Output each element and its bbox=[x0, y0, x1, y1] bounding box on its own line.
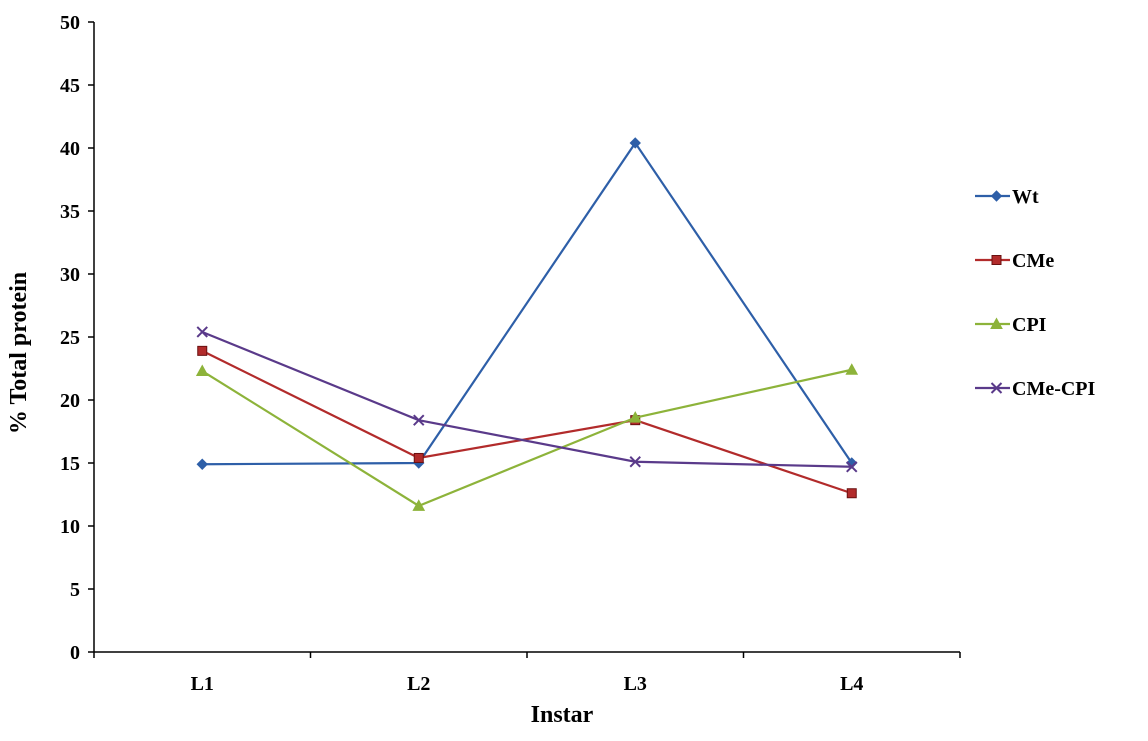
data-point-wt bbox=[629, 137, 641, 149]
y-tick-label: 10 bbox=[60, 516, 80, 538]
legend-item-cme-cpi: CMe-CPI bbox=[975, 378, 1096, 400]
data-point-cpi bbox=[845, 363, 859, 375]
legend: Wt CMe CPI CMe-CPI bbox=[975, 186, 1096, 400]
legend-marker bbox=[990, 190, 1003, 202]
series-line-cme bbox=[201, 349, 853, 495]
legend-label: CMe bbox=[1012, 250, 1054, 272]
legend-marker bbox=[990, 382, 1003, 394]
data-point-wt bbox=[196, 458, 208, 470]
y-tick-label: 35 bbox=[60, 201, 80, 223]
y-tick-label: 50 bbox=[60, 12, 80, 34]
data-point-cme bbox=[846, 488, 857, 499]
ticks-layer: 0 5 10 15 20 25 30 35 40 45 50 L1 L2 L3 L4 bbox=[60, 12, 961, 695]
y-tick-label: 15 bbox=[60, 453, 80, 475]
y-tick-label: 0 bbox=[70, 642, 80, 664]
data-point-cme-cpi bbox=[629, 456, 641, 468]
legend-item-wt: Wt bbox=[975, 186, 1039, 208]
data-point-cme-cpi bbox=[846, 461, 858, 473]
y-tick-label: 20 bbox=[60, 390, 80, 412]
x-tick-label: L1 bbox=[191, 673, 214, 695]
legend-label: CMe-CPI bbox=[1012, 378, 1096, 400]
series-cme-cpi bbox=[196, 326, 858, 473]
series-cme bbox=[197, 345, 857, 499]
legend-label: Wt bbox=[1012, 186, 1039, 208]
data-point-cme-cpi bbox=[196, 326, 208, 338]
legend-label: CPI bbox=[1012, 314, 1047, 336]
y-tick-label: 5 bbox=[70, 579, 80, 601]
series-cpi bbox=[195, 363, 859, 511]
series-line-cme-cpi bbox=[201, 330, 852, 468]
x-tick-label: L2 bbox=[407, 673, 430, 695]
data-point-cme bbox=[197, 345, 208, 356]
legend-item-cme: CMe bbox=[975, 250, 1054, 272]
legend-marker bbox=[991, 255, 1002, 265]
series-layer bbox=[195, 137, 859, 511]
y-tick-label: 40 bbox=[60, 138, 80, 160]
axes-layer bbox=[93, 22, 960, 653]
data-point-cpi bbox=[628, 411, 642, 423]
series-line-cpi bbox=[201, 368, 852, 508]
data-point-cpi bbox=[412, 499, 426, 511]
legend-item-cpi: CPI bbox=[975, 314, 1047, 336]
data-point-cme bbox=[413, 452, 424, 463]
data-point-cme-cpi bbox=[413, 414, 425, 426]
y-tick-label: 30 bbox=[60, 264, 80, 286]
series-wt bbox=[196, 137, 858, 470]
series-line-wt bbox=[202, 140, 853, 466]
legend-marker bbox=[990, 317, 1003, 329]
data-point-cpi bbox=[195, 364, 209, 377]
x-axis-title: Instar bbox=[531, 702, 594, 728]
y-tick-label: 25 bbox=[60, 327, 80, 349]
x-tick-label: L3 bbox=[624, 673, 647, 695]
y-axis-title: % Total protein bbox=[6, 272, 32, 434]
y-tick-label: 45 bbox=[60, 75, 80, 97]
x-tick-label: L4 bbox=[840, 673, 863, 695]
